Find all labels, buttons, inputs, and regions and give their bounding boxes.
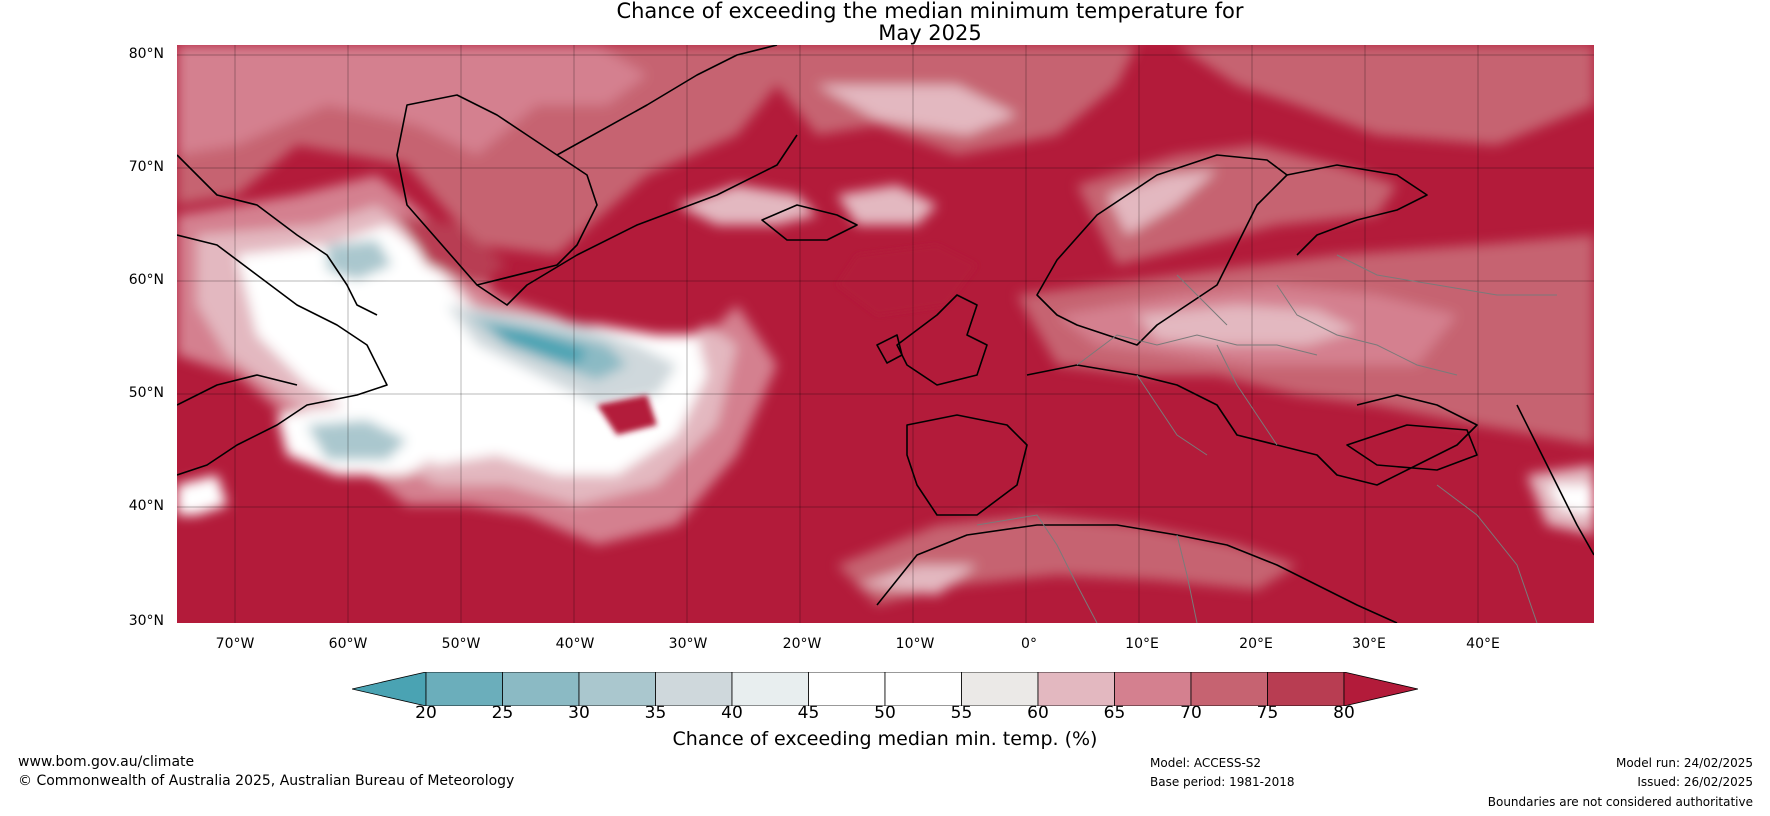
- lon-label-10e: 10°E: [1125, 636, 1159, 652]
- lon-label-30w: 30°W: [668, 636, 708, 652]
- country-borders: [976, 254, 1557, 623]
- colorbar-extend-high: [1343, 671, 1419, 707]
- colorbar-tick-label: 20: [415, 703, 437, 723]
- base-period-text: Base period: 1981-2018: [1150, 775, 1295, 789]
- colorbar: [351, 671, 1419, 710]
- colorbar-swatch: [1037, 671, 1115, 707]
- lon-label-20w: 20°W: [782, 636, 822, 652]
- colorbar-tick-label: 50: [874, 703, 896, 723]
- lat-label-80n: 80°N: [128, 46, 164, 62]
- black-sea-coast: [1346, 424, 1478, 471]
- europe-south-coast: [1026, 364, 1478, 486]
- probability-map: [177, 45, 1594, 623]
- colorbar-swatch: [884, 671, 962, 707]
- colorbar-tick-label: 40: [721, 703, 743, 723]
- colorbar-tick-label: 30: [568, 703, 590, 723]
- colorbar-tick-label: 25: [491, 703, 514, 723]
- scandinavia-coast: [1036, 154, 1288, 346]
- north-america-coast: [177, 234, 388, 476]
- colorbar-tick-label: 60: [1027, 703, 1049, 723]
- lon-label-20e: 20°E: [1239, 636, 1273, 652]
- lon-label-30e: 30°E: [1352, 636, 1386, 652]
- colorbar-extend-low: [351, 671, 427, 707]
- probability-fine-shading: [597, 245, 977, 435]
- probability-shading: [177, 45, 1594, 605]
- copyright-text: © Commonwealth of Australia 2025, Austra…: [18, 773, 515, 789]
- iceland-coast: [761, 204, 858, 241]
- colorbar-label: Chance of exceeding median min. temp. (%…: [672, 728, 1098, 750]
- model-text: Model: ACCESS-S2: [1150, 756, 1262, 770]
- issued-text: Issued: 26/02/2025: [1637, 775, 1753, 789]
- colorbar-tick-label: 65: [1103, 703, 1126, 723]
- map-title-line2: May 2025: [878, 21, 982, 45]
- colorbar-swatch: [808, 671, 886, 707]
- lon-label-0: 0°: [1021, 636, 1037, 652]
- lat-label-60n: 60°N: [128, 272, 164, 288]
- colorbar-tick-label: 75: [1256, 703, 1279, 723]
- lat-label-30n: 30°N: [128, 613, 164, 629]
- lat-label-50n: 50°N: [128, 385, 164, 401]
- colorbar-tick-label: 80: [1333, 703, 1355, 723]
- lon-label-60w: 60°W: [328, 636, 368, 652]
- colorbar-tick-label: 35: [644, 703, 667, 723]
- lon-label-50w: 50°W: [441, 636, 481, 652]
- british-isles-coast: [896, 294, 988, 386]
- lon-label-10w: 10°W: [895, 636, 935, 652]
- colorbar-swatch: [655, 671, 733, 707]
- colorbar-tick-label: 70: [1180, 703, 1202, 723]
- colorbar-swatch: [731, 671, 809, 707]
- model-run-text: Model run: 24/02/2025: [1615, 756, 1753, 770]
- lon-label-40e: 40°E: [1466, 636, 1500, 652]
- colorbar-swatch: [1267, 671, 1345, 707]
- lat-label-40n: 40°N: [128, 498, 164, 514]
- colorbar-svg: [351, 671, 1419, 707]
- colorbar-swatch: [502, 671, 580, 707]
- colorbar-swatch: [425, 671, 503, 707]
- map-canvas: [177, 45, 1594, 623]
- colorbar-swatch: [1114, 671, 1192, 707]
- website-text: www.bom.gov.au/climate: [18, 754, 195, 770]
- lat-label-70n: 70°N: [128, 159, 164, 175]
- greenland-coast: [396, 94, 598, 286]
- disclaimer-text: Boundaries are not considered authoritat…: [1487, 795, 1753, 809]
- colorbar-tick-label: 45: [797, 703, 820, 723]
- coastlines: [177, 45, 1594, 623]
- colorbar-swatch: [961, 671, 1039, 707]
- colorbar-swatch: [1190, 671, 1268, 707]
- lon-label-70w: 70°W: [215, 636, 255, 652]
- colorbar-tick-label: 55: [950, 703, 973, 723]
- map-title-line1: Chance of exceeding the median minimum t…: [616, 0, 1244, 23]
- colorbar-swatch: [578, 671, 656, 707]
- iberia-coast: [906, 414, 1028, 516]
- lon-label-40w: 40°W: [555, 636, 595, 652]
